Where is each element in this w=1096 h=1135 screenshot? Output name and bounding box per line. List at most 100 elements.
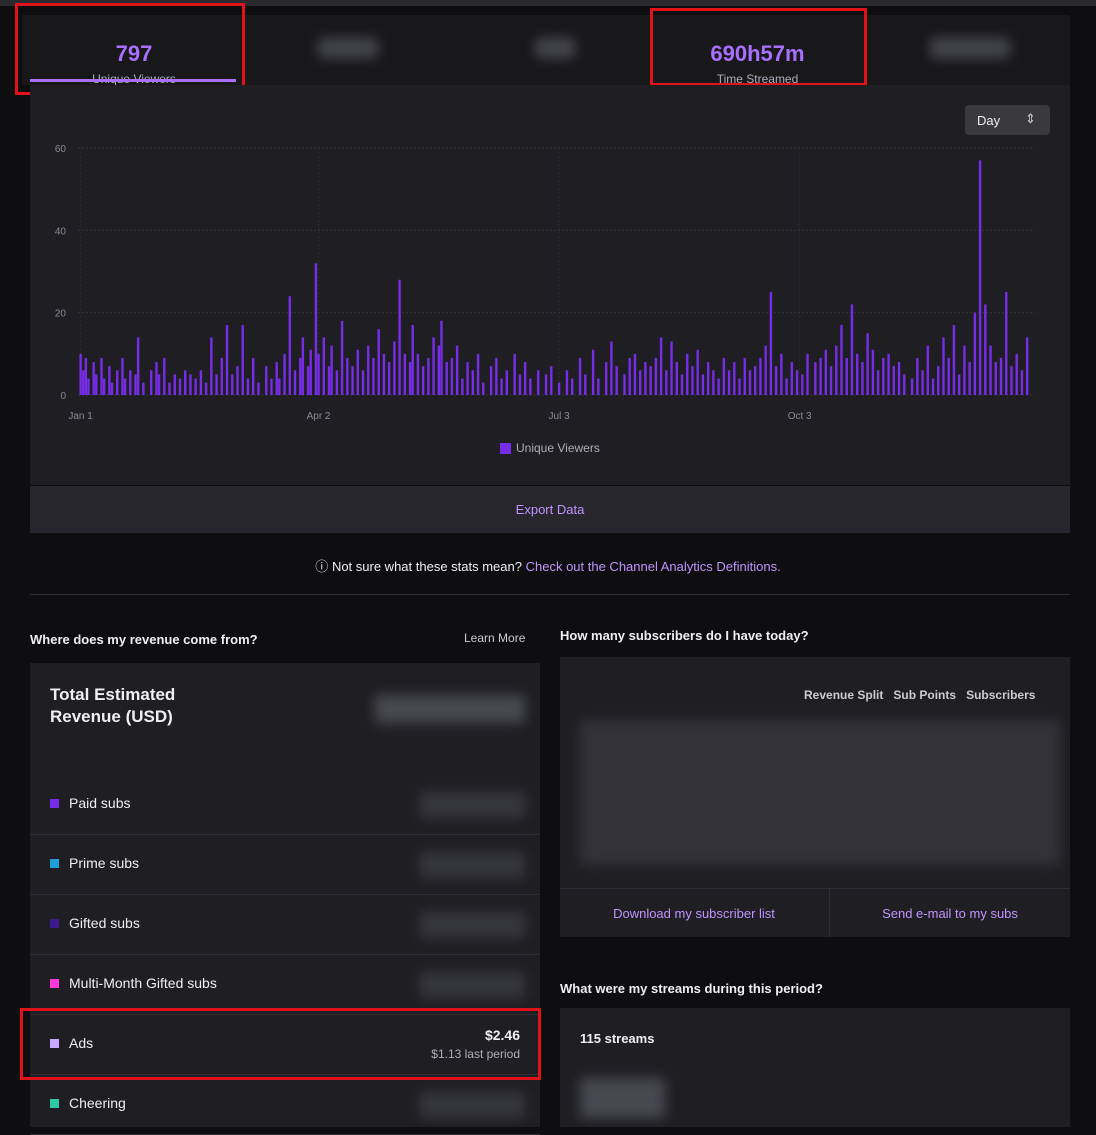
bar (785, 378, 788, 395)
bar (142, 382, 145, 395)
bar (876, 370, 880, 395)
period-value: Day (977, 113, 1001, 128)
email-button[interactable]: Send e-mail to my subs (882, 906, 1018, 921)
bar (999, 357, 1003, 395)
blurred (420, 852, 525, 878)
bar (780, 353, 783, 395)
bar (421, 366, 425, 395)
bar (931, 378, 935, 395)
source-name: Prime subs (69, 855, 140, 871)
bar (706, 362, 710, 395)
bar (665, 370, 668, 395)
bar (178, 378, 182, 395)
column-header: Subscribers (966, 688, 1036, 702)
bar (79, 353, 82, 395)
blurred (420, 792, 525, 818)
help-link[interactable]: Check out the Channel Analytics Definiti… (525, 559, 781, 574)
tile[interactable]: 690h57m Time Streamed (655, 15, 860, 86)
bar (850, 304, 854, 395)
amount: $2.46 (484, 1027, 520, 1043)
y-tick-label: 40 (55, 226, 67, 237)
y-tick-label: 60 (55, 144, 67, 155)
bar (1025, 337, 1029, 395)
bar (994, 362, 997, 395)
bar (403, 353, 407, 395)
revenue-panel (30, 663, 540, 1127)
bar (393, 341, 396, 395)
bar (696, 349, 699, 395)
bar (476, 353, 480, 395)
bar (505, 370, 509, 395)
bar (680, 374, 684, 395)
bar (921, 370, 924, 395)
highlight (15, 3, 245, 95)
bar (733, 362, 736, 395)
bar (536, 370, 540, 395)
tile-value: 797 (115, 41, 153, 66)
legend-swatch (50, 1039, 59, 1048)
blurred (375, 695, 525, 723)
bar (231, 374, 234, 395)
legend-swatch (50, 1099, 59, 1108)
source-name: Gifted subs (69, 915, 140, 931)
legend-swatch (50, 859, 59, 868)
bar (887, 353, 890, 395)
bar (466, 362, 469, 395)
bar (578, 357, 582, 395)
blurred (930, 38, 1010, 58)
streams-count: 115 streams (580, 1031, 655, 1046)
bar (712, 370, 715, 395)
export-button[interactable]: Export Data (30, 486, 1070, 533)
bar (861, 362, 864, 395)
blurred (535, 38, 575, 58)
bar (717, 378, 720, 395)
x-tick-label: Jan 1 (68, 411, 93, 422)
bar (759, 357, 762, 395)
download-button[interactable]: Download my subscriber list (613, 906, 775, 921)
bar (194, 378, 197, 395)
bar (871, 349, 875, 395)
blurred (318, 38, 378, 58)
tile[interactable]: 797 Unique Viewers (30, 15, 238, 86)
bar (968, 362, 971, 395)
learn-more[interactable]: Learn More (464, 631, 526, 645)
bar (87, 378, 90, 395)
bar (774, 366, 778, 395)
bar (610, 341, 613, 395)
bar (591, 349, 595, 395)
bar (416, 353, 420, 395)
bar (251, 357, 255, 395)
bar (942, 337, 945, 395)
bar (952, 325, 956, 395)
bar (356, 349, 359, 395)
bar (278, 378, 281, 395)
bar (330, 345, 333, 395)
bar (288, 296, 291, 395)
bar (989, 345, 992, 395)
bar (845, 357, 848, 395)
bar (644, 362, 647, 395)
bar (199, 370, 203, 395)
bar (957, 374, 961, 395)
legend-swatch (50, 799, 59, 808)
divider (30, 594, 1070, 595)
subs-columns: Revenue Split Sub Points Subscribers (804, 688, 1035, 702)
bar (173, 374, 176, 395)
export-label: Export Data (515, 502, 585, 517)
bar (437, 345, 441, 395)
bar (840, 325, 843, 395)
legend-swatch (50, 919, 59, 928)
bar (314, 263, 318, 395)
bar (377, 329, 380, 395)
highlight (650, 8, 867, 86)
bar (738, 378, 741, 395)
total-label: Total Estimated Revenue (USD) (50, 685, 176, 726)
bar (866, 333, 869, 395)
bar (1005, 292, 1008, 395)
previous-amount: $1.13 last period (431, 1047, 520, 1061)
source-name: Multi-Month Gifted subs (69, 975, 217, 991)
bar (701, 374, 705, 395)
period-select[interactable]: Day ⇕ (965, 105, 1050, 135)
bar (829, 366, 833, 395)
bar (790, 362, 794, 395)
